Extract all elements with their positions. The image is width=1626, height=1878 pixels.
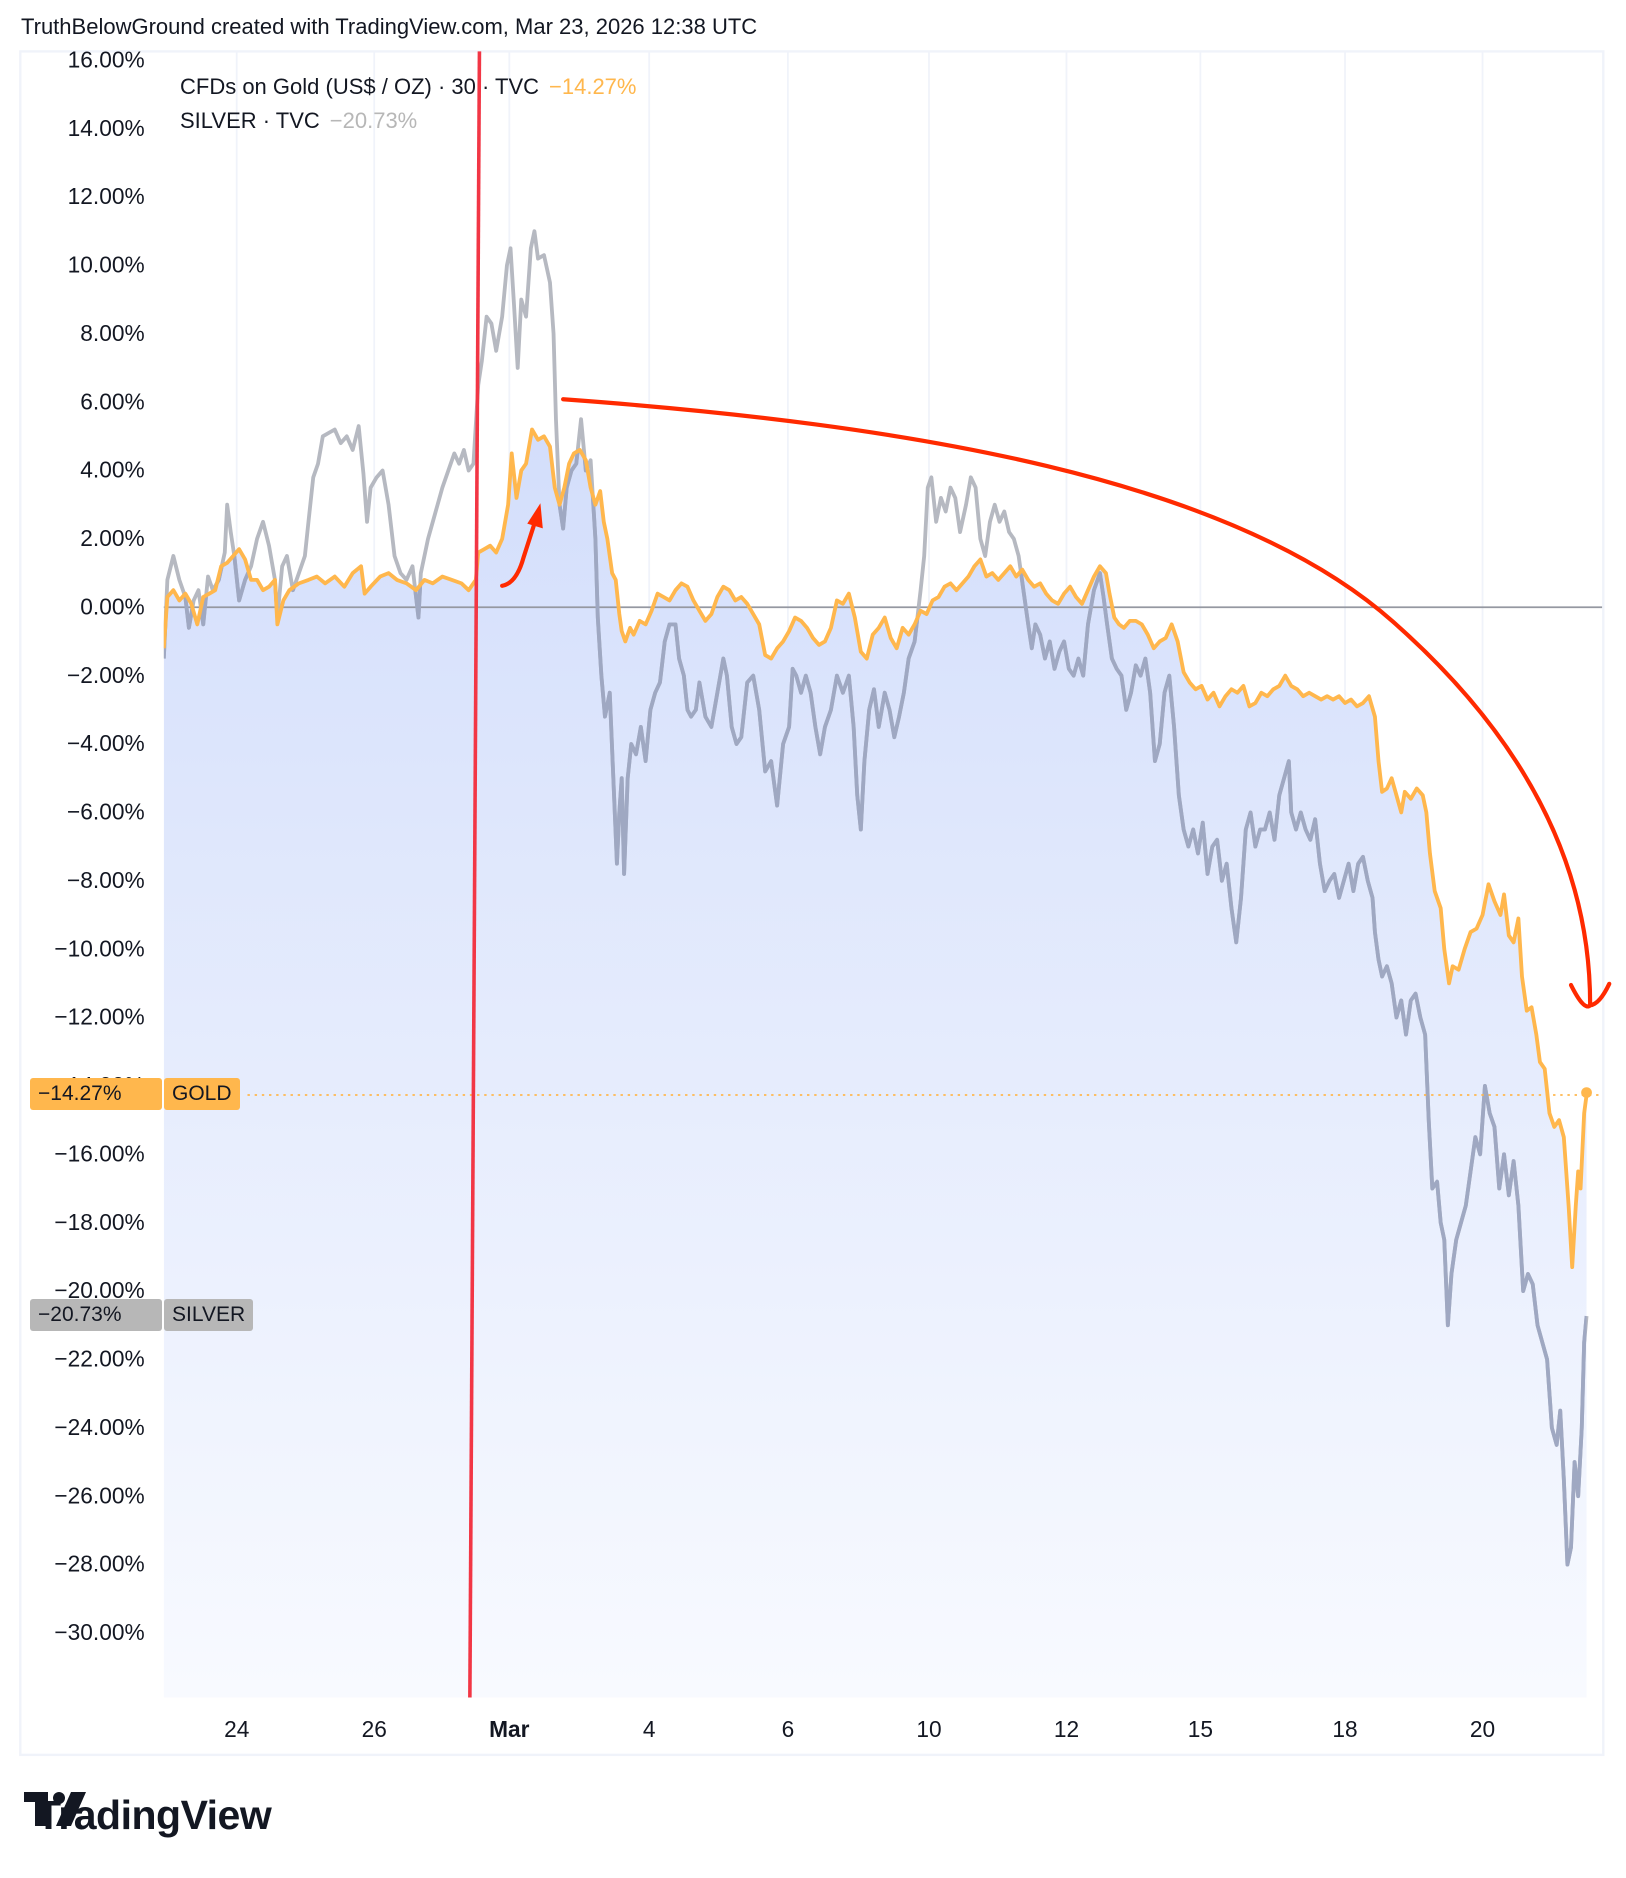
legend-silver-label: SILVER · TVC (180, 108, 320, 133)
x-tick-label: 15 (1188, 1716, 1213, 1742)
y-tick-label: −8.00% (67, 867, 145, 893)
x-tick-label: 10 (916, 1716, 941, 1742)
small-red-arrow-icon[interactable] (500, 503, 543, 588)
x-tick-label: 20 (1470, 1716, 1495, 1742)
legend-silver-row[interactable]: SILVER · TVC −20.73% (180, 104, 636, 138)
y-tick-label: −6.00% (67, 799, 145, 825)
tradingview-logo[interactable]: TradingView (24, 1792, 272, 1839)
y-tick-label: −20.00% (54, 1277, 144, 1303)
y-tick-label: −12.00% (54, 1004, 144, 1030)
legend-gold-label: CFDs on Gold (US$ / OZ) · 30 · TVC (180, 74, 540, 99)
y-tick-label: 2.00% (80, 525, 144, 551)
event-marker-line[interactable] (468, 51, 482, 1698)
gold-line (163, 427, 1589, 1270)
y-axis-labels: 16.00% 14.00% 12.00% 10.00% 8.00% 6.00% 4.00% 2… (54, 46, 144, 1645)
y-tick-label: −22.00% (54, 1346, 144, 1372)
legend-gold-change: −14.27% (549, 74, 637, 99)
y-tick-label: −26.00% (54, 1482, 144, 1508)
y-tick-label: 14.00% (68, 115, 145, 141)
big-curved-red-arrow-icon[interactable] (561, 397, 1612, 1009)
gold-value-badge: −14.27% (30, 1078, 162, 1110)
x-tick-label: 26 (362, 1716, 387, 1742)
y-tick-label: 10.00% (68, 252, 145, 278)
tradingview-logo-icon (24, 1792, 86, 1826)
x-tick-label: Mar (489, 1716, 530, 1742)
y-tick-label: 6.00% (80, 388, 144, 414)
x-tick-label: 24 (224, 1716, 249, 1742)
y-tick-label: −10.00% (54, 935, 144, 961)
x-tick-label: 4 (643, 1716, 656, 1742)
gold-area-fill (163, 429, 1587, 1698)
legend-silver-change: −20.73% (329, 108, 418, 133)
silver-name-badge: SILVER (164, 1299, 254, 1331)
silver-value-badge: −20.73% (30, 1299, 162, 1331)
y-tick-label: −2.00% (67, 662, 145, 688)
area-polygon (163, 429, 1587, 1698)
y-tick-label: 8.00% (80, 320, 144, 346)
series-lines (163, 229, 1589, 1567)
x-tick-label: 6 (782, 1716, 795, 1742)
gold-last-point (1581, 1087, 1592, 1098)
x-tick-label: 12 (1054, 1716, 1079, 1742)
y-tick-label: −16.00% (54, 1140, 144, 1166)
y-tick-label: −24.00% (54, 1414, 144, 1440)
y-tick-label: 16.00% (68, 46, 145, 72)
x-axis-labels: 24 26 Mar 4 6 10 12 15 18 20 (224, 1716, 1495, 1742)
y-tick-label: 4.00% (80, 457, 144, 483)
y-tick-label: −4.00% (67, 730, 145, 756)
x-tick-label: 18 (1332, 1716, 1357, 1742)
y-tick-label: 0.00% (80, 593, 144, 619)
legend-gold-row[interactable]: CFDs on Gold (US$ / OZ) · 30 · TVC −14.27… (180, 70, 636, 104)
attribution-header: TruthBelowGround created with TradingVie… (21, 14, 758, 39)
y-tick-label: −30.00% (54, 1619, 144, 1645)
y-tick-label: −18.00% (54, 1209, 144, 1235)
y-tick-label: 12.00% (68, 183, 145, 209)
y-tick-label: −28.00% (54, 1551, 144, 1577)
gold-name-badge: GOLD (164, 1078, 240, 1110)
legend: CFDs on Gold (US$ / OZ) · 30 · TVC −14.27… (180, 70, 636, 138)
